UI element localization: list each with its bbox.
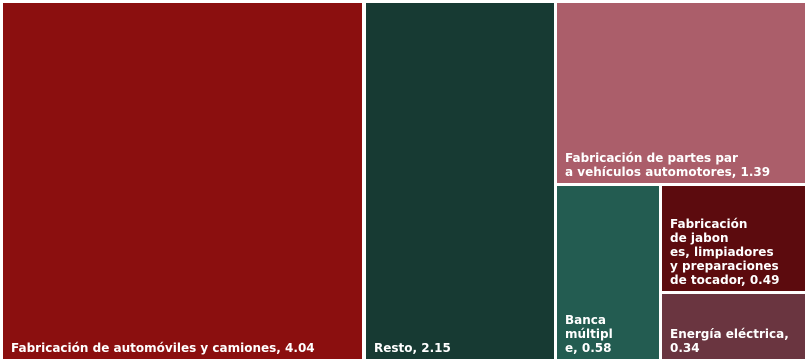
treemap-tile: Banca múltipl e, 0.58	[557, 186, 659, 359]
treemap-tile-label: Fabricación de automóviles y camiones, 4…	[11, 341, 315, 355]
treemap-tile-label: Resto, 2.15	[374, 341, 451, 355]
treemap-tile: Fabricación de automóviles y camiones, 4…	[3, 3, 362, 359]
treemap-tile: Resto, 2.15	[366, 3, 554, 359]
treemap-tile: Energía eléctrica, 0.34	[662, 294, 805, 359]
treemap-tile: Fabricación de partes par a vehículos au…	[557, 3, 805, 183]
treemap-tile-label: Banca múltipl e, 0.58	[565, 313, 613, 355]
treemap-tile-label: Fabricación de jabon es, limpiadores y p…	[670, 217, 780, 287]
treemap-tile-label: Fabricación de partes par a vehículos au…	[565, 151, 771, 179]
treemap-tile: Fabricación de jabon es, limpiadores y p…	[662, 186, 805, 291]
treemap-tile-label: Energía eléctrica, 0.34	[670, 327, 789, 355]
